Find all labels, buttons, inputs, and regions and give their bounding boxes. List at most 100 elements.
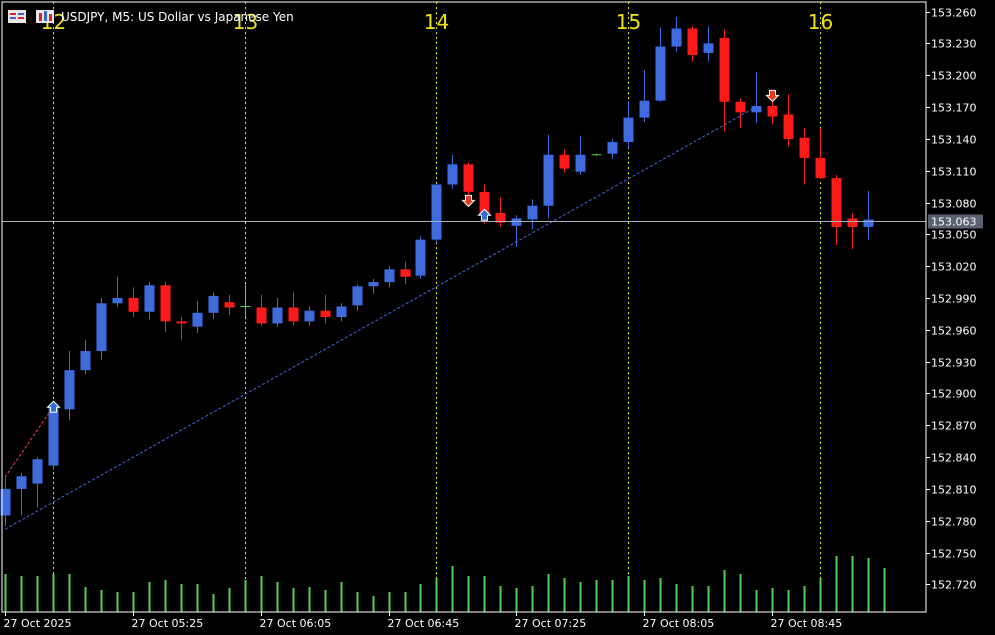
candle[interactable] bbox=[16, 473, 27, 516]
price-tick-label: 152.990 bbox=[931, 293, 977, 306]
arrow-up-icon[interactable] bbox=[477, 208, 492, 221]
candle[interactable] bbox=[224, 294, 235, 315]
candle-body bbox=[735, 101, 746, 113]
candle[interactable] bbox=[160, 282, 171, 332]
candle[interactable] bbox=[400, 261, 411, 285]
candle[interactable] bbox=[735, 98, 746, 129]
time-tick-label: 27 Oct 06:05 bbox=[260, 617, 332, 630]
trade-arrows[interactable] bbox=[46, 89, 780, 413]
candle[interactable] bbox=[559, 149, 570, 173]
candle[interactable] bbox=[687, 26, 698, 62]
candle[interactable] bbox=[256, 294, 267, 326]
candle-body bbox=[863, 219, 874, 227]
chart-header: USDJPY, M5: US Dollar vs Japanese Yen bbox=[8, 10, 294, 24]
candle-body bbox=[80, 351, 91, 371]
candle[interactable] bbox=[447, 154, 458, 189]
candle[interactable] bbox=[415, 236, 426, 279]
candle[interactable] bbox=[751, 72, 762, 123]
time-axis: 27 Oct 2025 27 Oct 05:25 27 Oct 06:05 27 Oc… bbox=[4, 612, 842, 630]
candle[interactable] bbox=[783, 94, 794, 147]
time-tick-label: 27 Oct 05:25 bbox=[132, 617, 204, 630]
current-price-label: 153.063 bbox=[928, 214, 983, 229]
candle[interactable] bbox=[623, 101, 634, 149]
arrow-down-icon[interactable] bbox=[461, 194, 476, 208]
candle[interactable] bbox=[48, 401, 59, 470]
candle[interactable] bbox=[112, 276, 123, 307]
candle[interactable] bbox=[703, 26, 714, 62]
candle[interactable] bbox=[32, 457, 43, 507]
candle[interactable] bbox=[863, 190, 874, 240]
candle[interactable] bbox=[208, 292, 219, 320]
candle[interactable] bbox=[463, 162, 474, 201]
candle-body bbox=[543, 154, 554, 206]
price-tick-label: 153.230 bbox=[931, 38, 977, 51]
candle[interactable] bbox=[320, 294, 331, 324]
candles[interactable] bbox=[0, 16, 874, 527]
candle[interactable] bbox=[543, 134, 554, 219]
candle[interactable] bbox=[575, 135, 586, 175]
candle[interactable] bbox=[384, 266, 395, 288]
candle[interactable] bbox=[304, 306, 315, 326]
candle-body bbox=[352, 286, 363, 306]
candle-body bbox=[655, 46, 666, 101]
candle-body bbox=[112, 297, 123, 304]
arrow-up-icon[interactable] bbox=[46, 400, 61, 413]
candle[interactable] bbox=[176, 317, 187, 341]
candle-body bbox=[144, 285, 155, 312]
candle-body bbox=[703, 43, 714, 53]
candle[interactable] bbox=[288, 291, 299, 326]
candle[interactable] bbox=[144, 282, 155, 320]
candle[interactable] bbox=[192, 301, 203, 333]
chart-window-icon[interactable] bbox=[8, 10, 26, 23]
candle[interactable] bbox=[799, 128, 810, 185]
candle[interactable] bbox=[64, 351, 75, 420]
candle[interactable] bbox=[96, 297, 107, 360]
candle[interactable] bbox=[607, 138, 618, 160]
candle[interactable] bbox=[272, 297, 283, 327]
candle-body bbox=[64, 370, 75, 410]
current-price-text: 153.063 bbox=[931, 216, 977, 229]
candle-body bbox=[495, 213, 506, 223]
candle[interactable] bbox=[719, 29, 730, 132]
session-label: 14 bbox=[424, 10, 449, 34]
session-label: 16 bbox=[808, 10, 833, 34]
candle-body bbox=[639, 100, 650, 118]
candle-body bbox=[831, 178, 842, 227]
candle[interactable] bbox=[671, 16, 682, 52]
price-tick-label: 152.930 bbox=[931, 357, 977, 370]
candle[interactable] bbox=[128, 287, 139, 318]
candle[interactable] bbox=[655, 27, 666, 102]
candle[interactable] bbox=[0, 478, 11, 527]
candle-body bbox=[415, 239, 426, 276]
candle-body bbox=[400, 269, 411, 277]
price-tick-label: 152.840 bbox=[931, 452, 977, 465]
price-tick-label: 153.110 bbox=[931, 166, 977, 179]
candle[interactable] bbox=[831, 174, 842, 245]
candle[interactable] bbox=[511, 215, 522, 248]
candle[interactable] bbox=[591, 153, 602, 156]
price-tick-label: 153.050 bbox=[931, 229, 977, 242]
candle-body bbox=[384, 269, 395, 283]
candle[interactable] bbox=[847, 213, 858, 250]
price-tick-label: 153.200 bbox=[931, 70, 977, 83]
candle[interactable] bbox=[352, 284, 363, 311]
candle[interactable] bbox=[639, 69, 650, 122]
candle-body bbox=[128, 297, 139, 312]
bar-chart-icon[interactable] bbox=[36, 10, 54, 23]
candle[interactable] bbox=[527, 199, 538, 230]
volume-bars bbox=[4, 556, 886, 612]
candle[interactable] bbox=[240, 284, 251, 318]
candle-body bbox=[447, 164, 458, 185]
arrow-down-icon[interactable] bbox=[765, 89, 780, 103]
candle[interactable] bbox=[368, 278, 379, 294]
candle[interactable] bbox=[336, 303, 347, 322]
candle[interactable] bbox=[815, 128, 826, 180]
candle[interactable] bbox=[431, 184, 442, 243]
candle-body bbox=[623, 117, 634, 143]
candle-body bbox=[767, 105, 778, 117]
price-tick-label: 153.170 bbox=[931, 102, 977, 115]
candle-body bbox=[48, 407, 59, 466]
candle[interactable] bbox=[80, 340, 91, 375]
candle-body bbox=[719, 38, 730, 102]
